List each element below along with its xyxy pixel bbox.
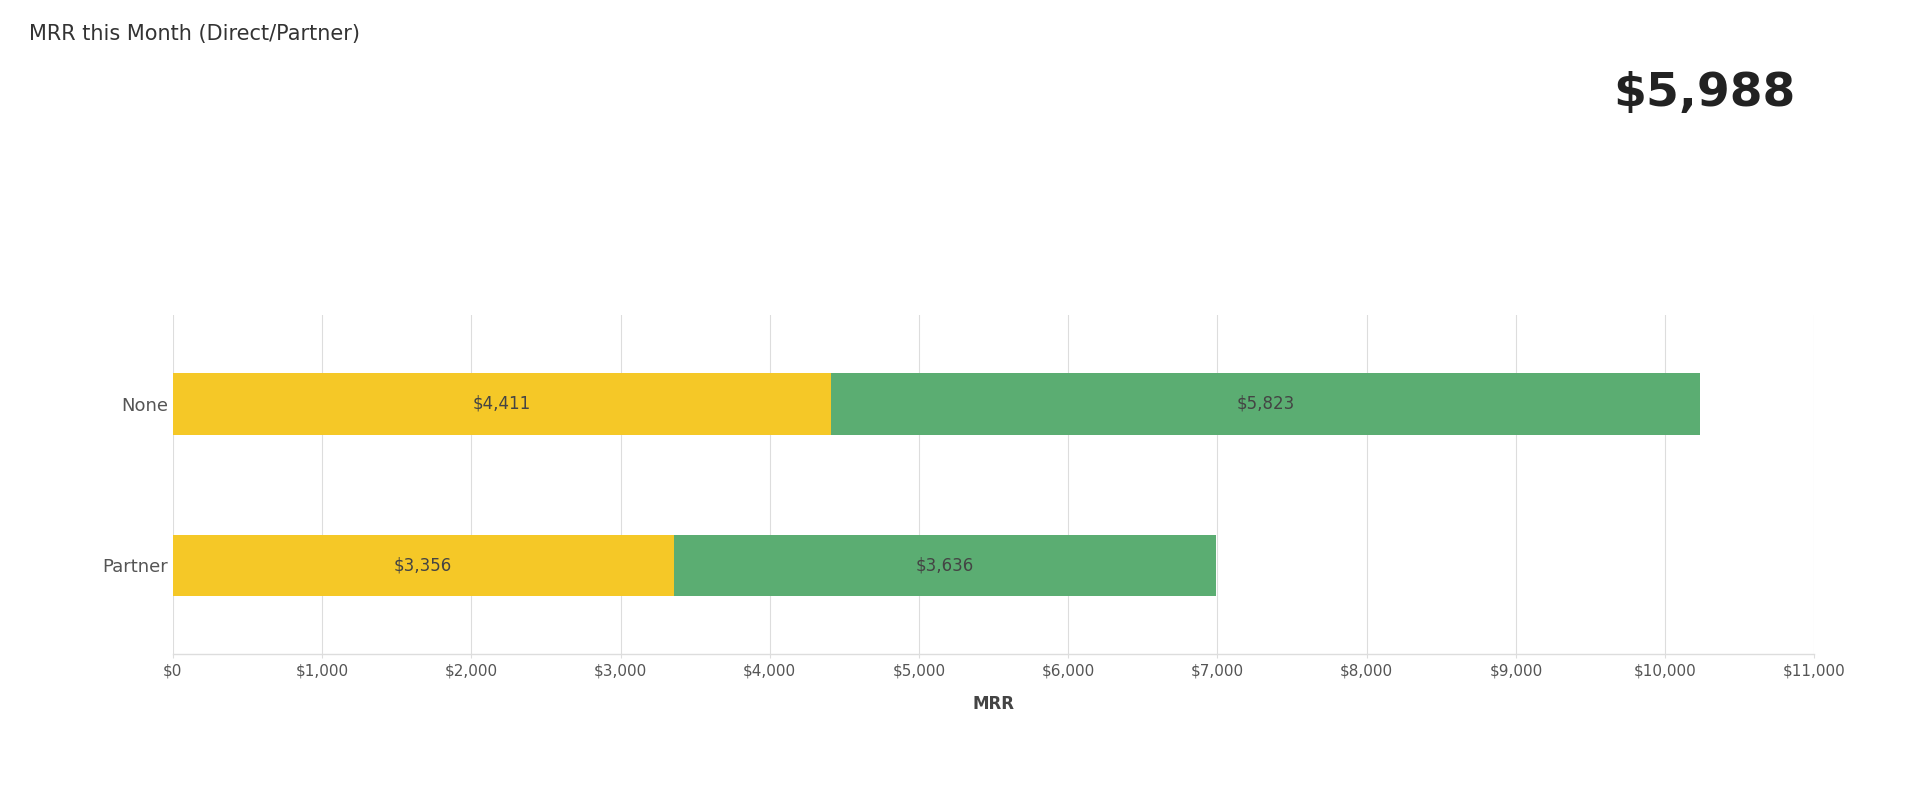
Text: $5,823: $5,823 <box>1236 395 1294 413</box>
Text: MRR this Month (Direct/Partner): MRR this Month (Direct/Partner) <box>29 24 359 43</box>
X-axis label: MRR: MRR <box>973 695 1014 712</box>
Bar <box>674 534 1215 596</box>
Bar <box>173 374 831 435</box>
Text: $4,411: $4,411 <box>472 395 532 413</box>
Bar <box>173 534 674 596</box>
Bar <box>831 374 1699 435</box>
Text: $5,988: $5,988 <box>1613 71 1795 116</box>
Text: $3,356: $3,356 <box>394 556 453 574</box>
Text: $3,636: $3,636 <box>916 556 973 574</box>
